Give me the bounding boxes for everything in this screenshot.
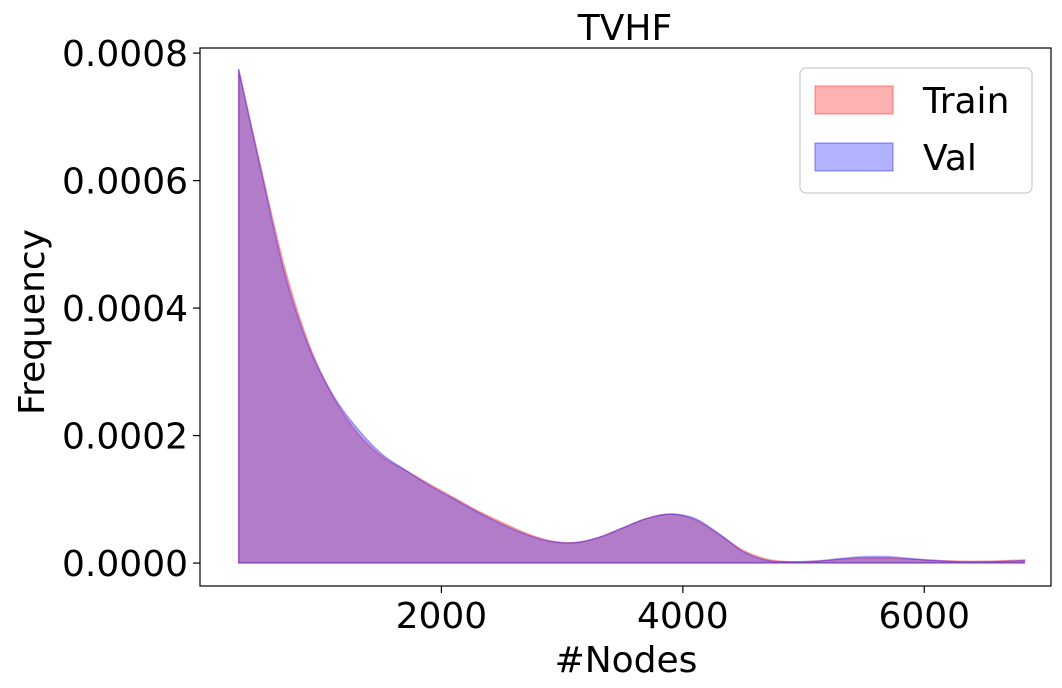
series-areas (237, 68, 1026, 564)
series-area-val (237, 68, 1026, 564)
plot-frame (199, 47, 1052, 587)
x-axis-label: #Nodes (555, 640, 698, 681)
x-axis: 2000 4000 6000 (396, 586, 970, 637)
x-tick-label: 6000 (878, 596, 970, 637)
series-area-train (237, 68, 1026, 564)
y-tick-label: 0.0004 (62, 289, 188, 330)
y-tick-label: 0.0008 (62, 34, 188, 75)
legend-swatch-val (814, 142, 894, 172)
legend: Train Val (799, 67, 1033, 194)
y-tick-label: 0.0002 (62, 417, 188, 458)
y-axis-label: Frequency (12, 229, 53, 415)
x-tick-label: 4000 (637, 596, 729, 637)
y-tick-label: 0.0006 (62, 162, 188, 203)
legend-label-val: Val (923, 138, 977, 179)
legend-box (799, 67, 1033, 194)
x-tick-label: 2000 (396, 596, 488, 637)
chart-title: TVHF (577, 8, 672, 49)
legend-swatch-train (814, 85, 894, 115)
y-axis: 0.0000 0.0002 0.0004 0.0006 0.0008 (62, 34, 200, 585)
legend-label-train: Train (922, 81, 1009, 122)
y-tick-label: 0.0000 (62, 544, 188, 585)
